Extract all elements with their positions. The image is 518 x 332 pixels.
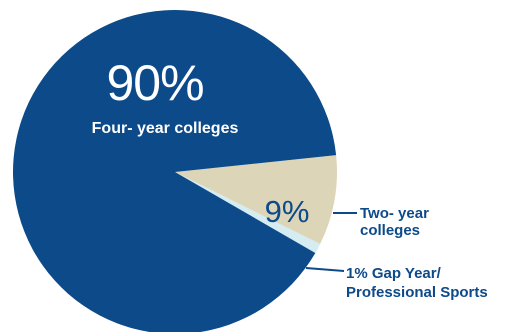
slice-label-gap-year-line-1: 1% Gap Year/ (346, 265, 442, 282)
pie-slices (13, 10, 337, 332)
pie-slice-four-year (13, 10, 337, 332)
slice-label-two-year-line-2: colleges (360, 222, 420, 239)
slice-label-two-year-line-1: Two- year (360, 205, 429, 222)
leader-line-gap-year (305, 267, 345, 272)
pie-slice-gap-year (175, 172, 321, 253)
slice-value-two-year: 9% (265, 194, 310, 229)
slice-label-four-year: Four- year colleges (92, 120, 239, 137)
slice-label-gap-year-line-2: Professional Sports (346, 284, 488, 301)
pie-slice-two-year (175, 155, 337, 245)
slice-value-four-year: 90% (106, 55, 203, 111)
